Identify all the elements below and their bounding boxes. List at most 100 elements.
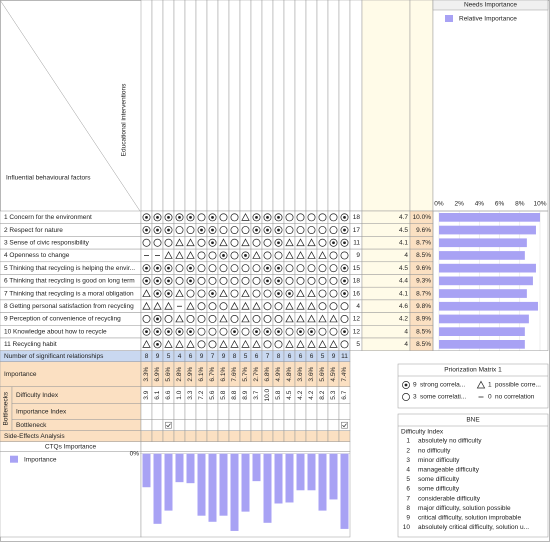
ctq-bar	[230, 453, 239, 531]
matrix-cell	[140, 286, 153, 301]
num-sig: 9	[156, 353, 160, 360]
symbol-circle	[329, 302, 338, 311]
symbol-circle	[252, 315, 261, 323]
relationship-symbol	[307, 289, 316, 297]
symbol-circle	[197, 327, 206, 336]
relationship-symbol	[142, 289, 151, 297]
checkmark	[342, 423, 347, 428]
importance-value: 4.1	[399, 239, 408, 246]
symbol-circle	[219, 213, 228, 222]
symbol-outer	[263, 213, 272, 222]
relationship-symbol	[186, 315, 195, 323]
relationship-symbol	[296, 301, 305, 310]
symbol-triangle	[142, 289, 151, 297]
cell	[261, 403, 274, 420]
bar	[439, 263, 536, 273]
symbol-triangle	[219, 238, 228, 247]
symbol-outer	[208, 238, 217, 247]
relationship-symbol	[274, 340, 283, 349]
relationship-symbol	[274, 264, 283, 273]
symbol-outer	[186, 276, 195, 285]
corner-columns-label: Educational interventions	[121, 83, 128, 156]
symbol-circle	[186, 289, 195, 298]
symbol-dot	[343, 241, 346, 245]
symbol-circle	[329, 251, 338, 260]
importance-label: 4.9%	[275, 367, 282, 382]
relative-value: 10.0%	[413, 214, 432, 221]
symbol-circle	[197, 315, 206, 323]
relative-value: 8.5%	[416, 328, 431, 335]
relationship-symbol	[340, 238, 349, 247]
relationship-symbol	[153, 315, 162, 323]
cell	[206, 403, 219, 420]
symbol-triangle	[175, 238, 184, 247]
matrix-cell	[228, 337, 241, 351]
symbol-dot	[156, 342, 159, 346]
bar	[439, 314, 529, 324]
relationship-symbol	[340, 213, 349, 222]
relationship-symbol	[164, 226, 173, 234]
importance-label: 5.6%	[319, 367, 326, 382]
symbol-circle	[329, 226, 338, 234]
importance-label: 4.5%	[330, 367, 337, 382]
importance-label: 5.6%	[165, 367, 172, 382]
symbol-outer	[175, 213, 184, 222]
relationship-symbol	[197, 213, 206, 222]
num-sig: 11	[341, 353, 348, 360]
cell	[294, 403, 307, 420]
symbol-outer	[153, 276, 162, 285]
relationship-symbol	[186, 264, 195, 273]
header-cell	[338, 0, 351, 212]
relationship-symbol	[197, 289, 206, 298]
level: 6	[406, 486, 410, 493]
symbol-dot	[167, 266, 170, 270]
row-label: Difficulty Index	[16, 392, 59, 399]
symbol-dot	[277, 228, 280, 232]
relationship-symbol	[142, 264, 151, 273]
difficulty-value: 8.2	[319, 390, 326, 399]
symbol-outer	[274, 213, 283, 222]
level-text: absolutely critical difficulty, solution…	[418, 524, 529, 531]
header-cell	[261, 0, 274, 212]
symbol-triangle	[219, 340, 228, 348]
symbol-triangle	[296, 289, 305, 297]
bar	[439, 327, 525, 336]
relationship-symbol	[164, 238, 173, 247]
symbol-circle	[318, 276, 327, 285]
difficulty-value: 5.6	[209, 390, 216, 399]
level-text: major difficulty, solution possible	[418, 505, 511, 512]
relationship-symbol	[208, 238, 217, 247]
relationship-symbol	[285, 226, 294, 234]
relationship-symbol	[175, 327, 184, 336]
relationship-symbol	[340, 340, 349, 349]
importance-value: 4	[404, 341, 408, 348]
cell	[162, 430, 175, 442]
symbol-circle	[285, 264, 294, 273]
bne-subtitle: Difficulty Index	[401, 429, 444, 436]
symbol-triangle	[307, 251, 316, 259]
relationship-symbol	[318, 276, 327, 285]
x-tick-label: 8%	[515, 201, 525, 208]
difficulty-value: 5.8	[220, 390, 227, 399]
cell	[361, 337, 411, 351]
symbol-circle	[285, 327, 294, 336]
ctq-header	[140, 441, 351, 452]
chart-frame	[432, 210, 549, 351]
relationship-symbol	[241, 289, 250, 297]
matrix-cell	[327, 337, 340, 351]
relationship-symbol	[296, 226, 305, 234]
symbol-dot	[200, 228, 203, 232]
cell	[140, 403, 153, 420]
matrix-cell	[173, 236, 186, 250]
cell	[151, 403, 164, 420]
relationship-symbol	[340, 302, 349, 311]
symbol-outer	[329, 238, 338, 247]
symbol-outer	[142, 213, 151, 222]
symbol-triangle	[285, 251, 294, 259]
symbol-dot	[266, 215, 269, 219]
difficulty-value: 4.2	[297, 390, 304, 399]
symbol-dot	[255, 215, 258, 219]
relationship-symbol	[252, 264, 261, 273]
matrix-cell	[305, 236, 318, 250]
symbol-dot	[156, 292, 159, 295]
